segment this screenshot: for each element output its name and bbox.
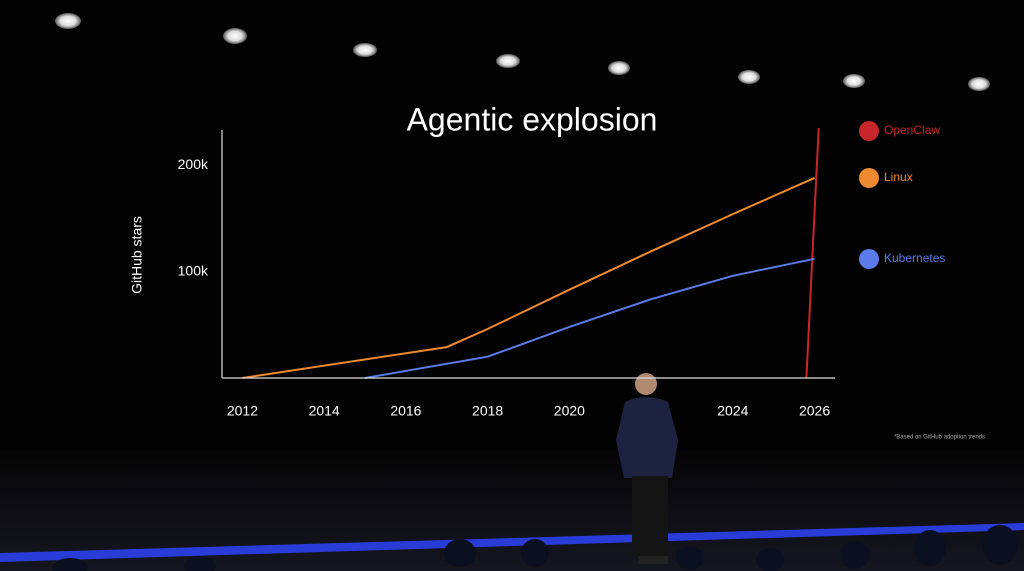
x-tick-label: 2024 bbox=[717, 403, 748, 419]
legend-icon bbox=[859, 249, 879, 269]
chart-title: Agentic explosion bbox=[407, 101, 658, 137]
y-tick-label: 100k bbox=[178, 262, 209, 278]
series-line bbox=[364, 257, 815, 379]
led-strip bbox=[0, 523, 1024, 562]
y-axis-label: GitHub stars bbox=[129, 216, 145, 294]
legend-label: Kubernetes bbox=[884, 251, 945, 265]
footnote: *Based on GitHub adoption trends bbox=[894, 435, 985, 441]
x-tick-label: 2018 bbox=[472, 403, 503, 419]
legend-icon bbox=[859, 168, 879, 188]
y-tick-label: 200k bbox=[178, 156, 209, 172]
legend-label: Linux bbox=[884, 170, 913, 184]
stage-lights bbox=[55, 13, 990, 91]
x-tick-label: 2016 bbox=[390, 403, 421, 419]
audience bbox=[52, 525, 1018, 571]
legend-icon bbox=[859, 121, 879, 141]
x-tick-label: 2020 bbox=[554, 403, 585, 419]
x-tick-label: 2014 bbox=[309, 403, 340, 419]
legend-label: OpenClaw bbox=[884, 123, 940, 137]
series-line bbox=[242, 176, 816, 379]
x-tick-label: 2012 bbox=[227, 403, 258, 419]
x-tick-label: 2026 bbox=[799, 403, 830, 419]
series-line bbox=[805, 127, 820, 379]
